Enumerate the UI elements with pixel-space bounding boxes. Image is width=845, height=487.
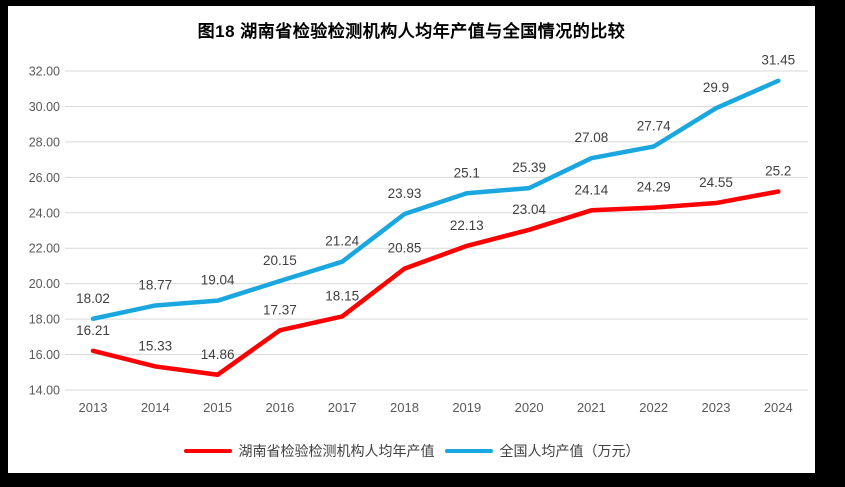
y-axis-tick-label: 26.00 bbox=[29, 171, 60, 185]
data-label-national: 25.1 bbox=[454, 165, 480, 180]
series-line-hunan bbox=[90, 189, 781, 378]
x-axis-tick-label: 2017 bbox=[328, 400, 357, 415]
plot-area: 14.00 16.00 18.00 20.00 22.00 24.00 26.00 28.00… bbox=[29, 53, 808, 415]
data-label-hunan: 24.55 bbox=[699, 175, 733, 190]
x-axis-tick-label: 2024 bbox=[764, 400, 793, 415]
data-label-hunan: 24.29 bbox=[637, 180, 671, 195]
data-label-hunan: 15.33 bbox=[138, 338, 172, 353]
legend-label-national: 全国人均产值（万元） bbox=[499, 443, 640, 459]
data-label-hunan: 17.37 bbox=[263, 302, 297, 317]
legend-item-national: 全国人均产值（万元） bbox=[444, 441, 640, 461]
data-label-hunan: 16.21 bbox=[76, 323, 110, 338]
y-axis-tick-label: 24.00 bbox=[29, 206, 60, 220]
chart-area: 图18 湖南省检验检测机构人均年产值与全国情况的比较 14.00 16.00 18.… bbox=[8, 6, 815, 473]
y-axis-tick-label: 22.00 bbox=[29, 242, 60, 256]
data-label-national: 31.45 bbox=[761, 53, 795, 68]
data-label-national: 18.77 bbox=[138, 277, 172, 292]
data-label-national: 27.08 bbox=[575, 130, 609, 145]
y-axis-tick-label: 14.00 bbox=[29, 384, 60, 398]
data-label-national: 21.24 bbox=[325, 234, 359, 249]
y-axis-tick-label: 20.00 bbox=[29, 277, 60, 291]
data-label-hunan: 20.85 bbox=[388, 241, 422, 256]
data-label-national: 25.39 bbox=[512, 160, 546, 175]
data-label-national: 27.74 bbox=[637, 118, 671, 133]
legend: 湖南省检验检测机构人均年产值 全国人均产值（万元） bbox=[8, 441, 815, 461]
data-label-hunan: 24.14 bbox=[575, 182, 609, 197]
legend-item-hunan: 湖南省检验检测机构人均年产值 bbox=[183, 441, 435, 461]
x-axis-tick-label: 2014 bbox=[141, 400, 170, 415]
legend-line-national bbox=[444, 448, 493, 454]
data-label-national: 20.15 bbox=[263, 253, 297, 268]
x-axis-tick-label: 2013 bbox=[79, 400, 108, 415]
y-axis-tick-label: 30.00 bbox=[29, 100, 60, 114]
y-axis-tick-label: 32.00 bbox=[29, 65, 60, 79]
data-label-national: 18.02 bbox=[76, 291, 110, 306]
x-axis-tick-label: 2018 bbox=[390, 400, 419, 415]
legend-label-hunan: 湖南省检验检测机构人均年产值 bbox=[238, 443, 435, 459]
y-axis-tick-label: 28.00 bbox=[29, 135, 60, 149]
chart-title: 图18 湖南省检验检测机构人均年产值与全国情况的比较 bbox=[197, 22, 626, 41]
series-line-national bbox=[90, 78, 781, 322]
data-label-hunan: 22.13 bbox=[450, 218, 484, 233]
x-axis-tick-label: 2021 bbox=[577, 400, 606, 415]
x-axis-tick-label: 2020 bbox=[515, 400, 544, 415]
data-label-national: 23.93 bbox=[388, 186, 422, 201]
data-label-hunan: 14.86 bbox=[201, 347, 235, 362]
data-label-national: 29.9 bbox=[703, 80, 729, 95]
x-axis-tick-label: 2016 bbox=[265, 400, 294, 415]
y-axis-tick-label: 16.00 bbox=[29, 348, 60, 362]
x-axis-tick-label: 2019 bbox=[452, 400, 481, 415]
y-axis-tick-label: 18.00 bbox=[29, 313, 60, 327]
legend-line-hunan bbox=[183, 448, 232, 454]
data-label-national: 19.04 bbox=[201, 273, 235, 288]
x-axis-tick-label: 2015 bbox=[203, 400, 232, 415]
x-axis-tick-label: 2022 bbox=[639, 400, 668, 415]
data-label-hunan: 23.04 bbox=[512, 202, 546, 217]
data-label-hunan: 18.15 bbox=[325, 288, 359, 303]
data-label-hunan: 25.2 bbox=[765, 164, 791, 179]
x-axis-tick-label: 2023 bbox=[702, 400, 731, 415]
